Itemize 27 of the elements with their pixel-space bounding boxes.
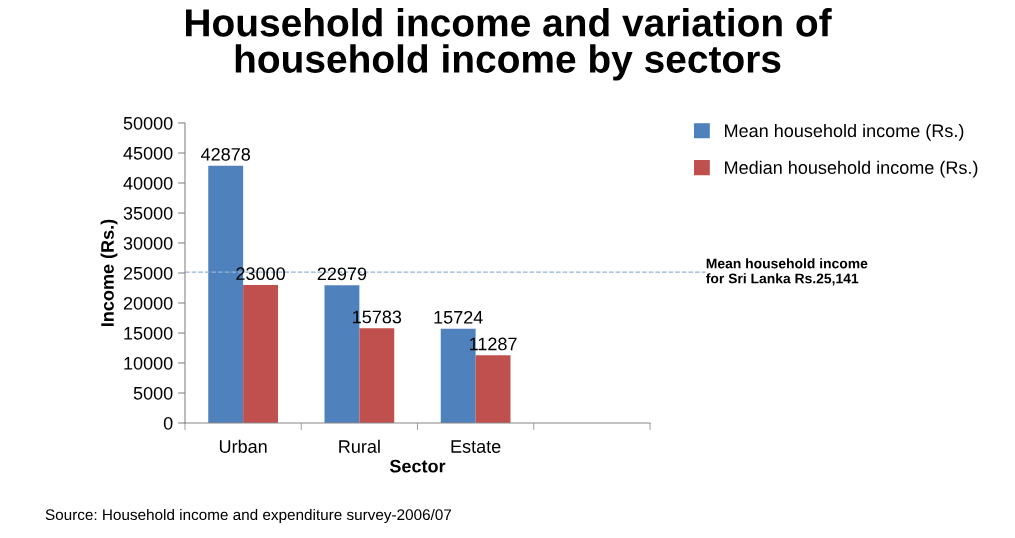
y-tick-label: 5000 bbox=[133, 386, 173, 400]
y-tick-label: 40000 bbox=[123, 176, 173, 190]
chart-title: Household income and variation of household income by sectors bbox=[186, 8, 832, 81]
legend-label: Mean household income (Rs.) bbox=[725, 123, 964, 141]
bar bbox=[243, 285, 278, 423]
legend-label: Median household income (Rs.) bbox=[725, 160, 978, 178]
x-tick-label: Rural bbox=[339, 439, 380, 453]
y-tick-label: 15000 bbox=[124, 326, 173, 340]
bar bbox=[475, 355, 511, 423]
data-label: 15724 bbox=[434, 310, 483, 324]
x-axis-title: Sector bbox=[389, 459, 446, 473]
source-note: Source: Household income and expenditure survey-2006/07 bbox=[45, 508, 452, 524]
y-tick-label: 50000 bbox=[123, 116, 173, 130]
y-tick-label: 10000 bbox=[124, 356, 173, 370]
y-tick-label: 20000 bbox=[123, 296, 173, 310]
y-tick-label: 30000 bbox=[123, 236, 173, 250]
y-tick-label: 35000 bbox=[123, 206, 173, 220]
bar bbox=[359, 328, 395, 423]
data-label: 42878 bbox=[201, 147, 251, 161]
x-tick-label: Urban bbox=[219, 439, 267, 453]
data-label: 22979 bbox=[317, 267, 367, 281]
y-tick-label: 0 bbox=[163, 416, 173, 430]
y-tick-label: 25000 bbox=[123, 266, 173, 280]
y-axis-title: Income (Rs.) bbox=[100, 219, 118, 326]
x-tick-label: Estate bbox=[451, 440, 501, 453]
y-tick-label: 45000 bbox=[123, 146, 173, 160]
ref-line-label: Mean household income for Sri Lanka Rs.25,141 bbox=[706, 258, 868, 286]
